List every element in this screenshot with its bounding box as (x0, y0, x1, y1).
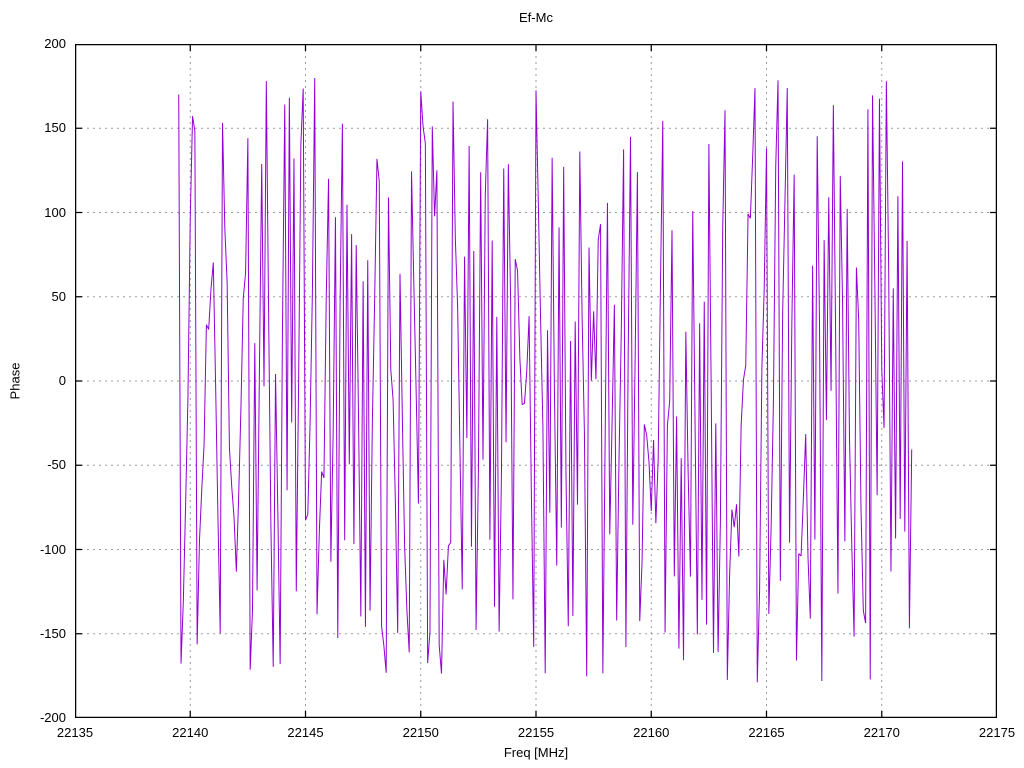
plot-border (75, 44, 997, 718)
plot-area (75, 44, 997, 718)
plot-canvas (75, 44, 997, 718)
y-tick-label: 100 (44, 204, 66, 220)
y-tick-label: -200 (39, 710, 66, 725)
x-tick-label: 22165 (748, 725, 785, 740)
chart-title: Ef-Mc (519, 10, 553, 25)
y-tick-label: 150 (44, 120, 66, 136)
x-tick-label: 22150 (402, 725, 439, 740)
y-tick-label: 50 (51, 288, 66, 304)
y-tick-label: -150 (39, 625, 66, 641)
x-tick-label: 22155 (517, 725, 555, 740)
x-tick-label: 22170 (863, 725, 900, 740)
x-tick-label: 22140 (172, 725, 209, 740)
phase-trace (178, 77, 913, 683)
x-tick-label: 22145 (287, 725, 324, 740)
x-axis-label: Freq [MHz] (503, 745, 569, 760)
y-tick-label: 200 (44, 36, 66, 51)
x-tick-label: 22135 (56, 725, 94, 740)
y-tick-label: -100 (39, 541, 66, 557)
y-tick-label: -50 (47, 457, 66, 473)
x-tick-label: 22175 (978, 725, 1016, 740)
y-tick-label: 0 (58, 373, 66, 388)
x-tick-label: 22160 (633, 725, 670, 740)
